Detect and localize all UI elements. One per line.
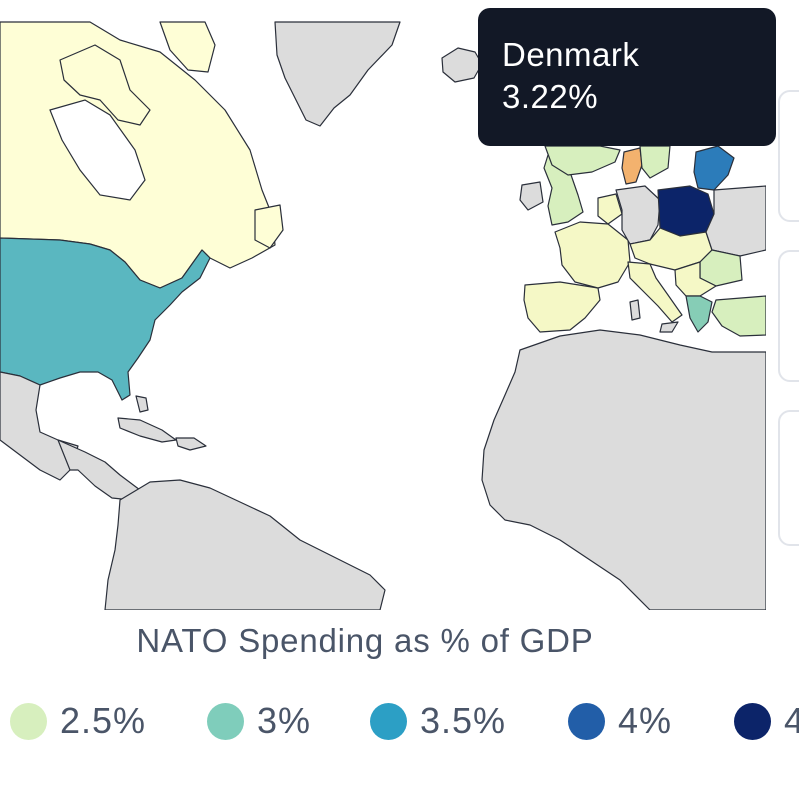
poland[interactable] xyxy=(657,185,715,237)
legend-item[interactable]: 4 xyxy=(734,696,799,746)
sicily[interactable] xyxy=(659,321,679,333)
legend-swatch xyxy=(207,702,244,740)
greece[interactable] xyxy=(685,295,713,333)
hudson-bay xyxy=(49,99,146,201)
legend-swatch xyxy=(10,702,47,740)
italy[interactable] xyxy=(627,261,683,323)
denmark[interactable] xyxy=(621,147,643,185)
bahamas[interactable] xyxy=(135,395,149,413)
legend-label: 3% xyxy=(257,700,312,741)
tooltip-country: Denmark xyxy=(502,36,640,73)
greenland[interactable] xyxy=(274,21,401,127)
legend-item[interactable]: 3% xyxy=(207,696,311,746)
legend: 2.5% 3% 3.5% 4% 4 xyxy=(0,696,799,746)
canada-islands[interactable] xyxy=(59,44,151,126)
spain-portugal[interactable] xyxy=(523,281,601,333)
sardinia[interactable] xyxy=(629,299,641,321)
balkans[interactable] xyxy=(674,261,717,297)
legend-item[interactable]: 3.5% xyxy=(370,696,506,746)
united-states[interactable] xyxy=(0,237,211,401)
legend-swatch xyxy=(568,702,605,740)
country-tooltip: Denmark 3.22% xyxy=(478,8,776,146)
legend-item[interactable]: 4% xyxy=(568,696,672,746)
norway[interactable] xyxy=(544,145,621,176)
belarus-ukraine[interactable] xyxy=(705,185,766,257)
south-america[interactable] xyxy=(104,479,386,610)
sweden[interactable] xyxy=(639,145,671,179)
iceland[interactable] xyxy=(441,47,483,83)
ireland[interactable] xyxy=(519,181,544,211)
legend-label: 3.5% xyxy=(420,700,507,741)
legend-label: 2.5% xyxy=(60,700,147,741)
side-card-1[interactable] xyxy=(778,90,799,222)
legend-label: 4% xyxy=(618,700,673,741)
legend-item[interactable]: 2.5% xyxy=(10,696,146,746)
newfoundland[interactable] xyxy=(254,204,284,249)
legend-label: 4 xyxy=(784,700,799,741)
central-america[interactable] xyxy=(57,439,141,501)
side-card-2[interactable] xyxy=(778,250,799,382)
tooltip-value: 3.22% xyxy=(502,78,599,115)
africa[interactable] xyxy=(481,329,766,610)
canada-islands-2[interactable] xyxy=(159,21,216,73)
legend-swatch xyxy=(734,702,771,740)
legend-swatch xyxy=(370,702,407,740)
baltic-states[interactable] xyxy=(693,145,735,191)
mexico[interactable] xyxy=(0,371,79,481)
turkey[interactable] xyxy=(711,295,766,337)
france[interactable] xyxy=(554,221,631,289)
side-card-3[interactable] xyxy=(778,410,799,546)
hispaniola[interactable] xyxy=(175,437,207,451)
benelux[interactable] xyxy=(597,193,623,225)
cuba[interactable] xyxy=(117,417,177,443)
legend-title: NATO Spending as % of GDP xyxy=(136,622,594,659)
